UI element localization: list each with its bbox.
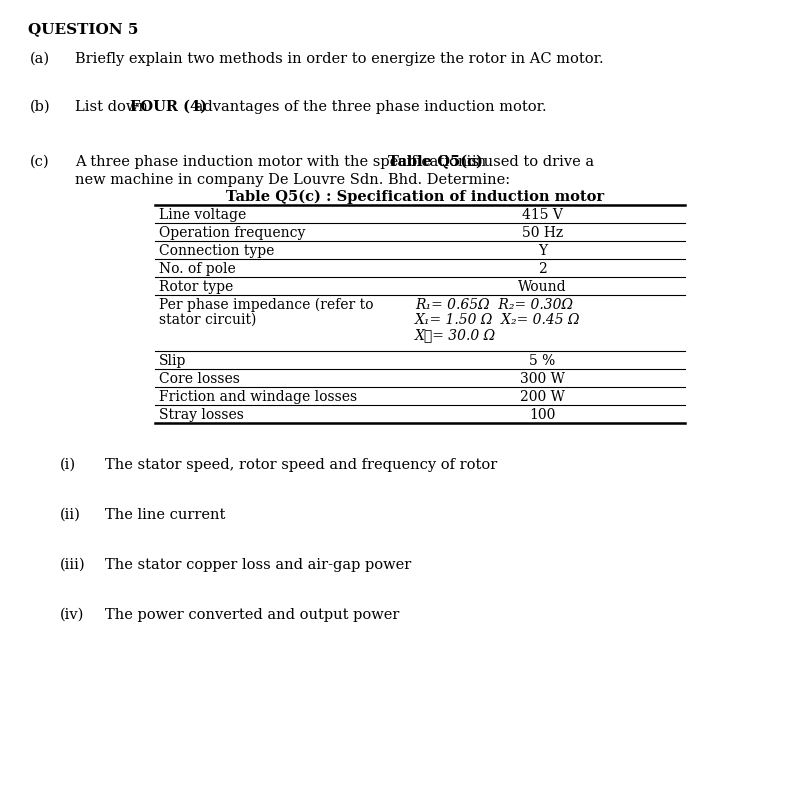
Text: (b): (b) xyxy=(30,100,51,114)
Text: The power converted and output power: The power converted and output power xyxy=(105,608,399,622)
Text: QUESTION 5: QUESTION 5 xyxy=(28,22,138,36)
Text: Xⴹ= 30.0 Ω: Xⴹ= 30.0 Ω xyxy=(415,328,496,342)
Text: 200 W: 200 W xyxy=(520,390,565,404)
Text: Line voltage: Line voltage xyxy=(159,208,246,222)
Text: Rotor type: Rotor type xyxy=(159,280,233,294)
Text: 50 Hz: 50 Hz xyxy=(522,226,563,240)
Text: is used to drive a: is used to drive a xyxy=(462,155,594,169)
Text: Slip: Slip xyxy=(159,354,187,368)
Text: The line current: The line current xyxy=(105,508,225,522)
Text: 5 %: 5 % xyxy=(529,354,555,368)
Text: Stray losses: Stray losses xyxy=(159,408,244,422)
Text: (c): (c) xyxy=(30,155,50,169)
Text: Friction and windage losses: Friction and windage losses xyxy=(159,390,357,404)
Text: The stator speed, rotor speed and frequency of rotor: The stator speed, rotor speed and freque… xyxy=(105,458,498,472)
Text: Core losses: Core losses xyxy=(159,372,240,386)
Text: X₁= 1.50 Ω  X₂= 0.45 Ω: X₁= 1.50 Ω X₂= 0.45 Ω xyxy=(415,313,581,327)
Text: No. of pole: No. of pole xyxy=(159,262,236,276)
Text: A three phase induction motor with the specification in: A three phase induction motor with the s… xyxy=(75,155,491,169)
Text: The stator copper loss and air-gap power: The stator copper loss and air-gap power xyxy=(105,558,411,572)
Text: Y: Y xyxy=(538,244,547,258)
Text: R₁= 0.65Ω  R₂= 0.30Ω: R₁= 0.65Ω R₂= 0.30Ω xyxy=(415,298,573,312)
Text: stator circuit): stator circuit) xyxy=(159,313,256,327)
Text: 100: 100 xyxy=(529,408,556,422)
Text: (i): (i) xyxy=(60,458,76,472)
Text: (iii): (iii) xyxy=(60,558,85,572)
Text: new machine in company De Louvre Sdn. Bhd. Determine:: new machine in company De Louvre Sdn. Bh… xyxy=(75,173,510,187)
Text: Table Q5(c) : Specification of induction motor: Table Q5(c) : Specification of induction… xyxy=(226,190,604,204)
Text: (a): (a) xyxy=(30,52,50,66)
Text: 300 W: 300 W xyxy=(520,372,565,386)
Text: Table Q5(c): Table Q5(c) xyxy=(388,155,483,170)
Text: advantages of the three phase induction motor.: advantages of the three phase induction … xyxy=(190,100,547,114)
Text: (iv): (iv) xyxy=(60,608,85,622)
Text: FOUR (4): FOUR (4) xyxy=(130,100,207,114)
Text: 2: 2 xyxy=(538,262,547,276)
Text: Briefly explain two methods in order to energize the rotor in AC motor.: Briefly explain two methods in order to … xyxy=(75,52,604,66)
Text: List down: List down xyxy=(75,100,153,114)
Text: Wound: Wound xyxy=(518,280,567,294)
Text: (ii): (ii) xyxy=(60,508,81,522)
Text: Per phase impedance (refer to: Per phase impedance (refer to xyxy=(159,298,373,312)
Text: Operation frequency: Operation frequency xyxy=(159,226,305,240)
Text: 415 V: 415 V xyxy=(522,208,563,222)
Text: Connection type: Connection type xyxy=(159,244,274,258)
